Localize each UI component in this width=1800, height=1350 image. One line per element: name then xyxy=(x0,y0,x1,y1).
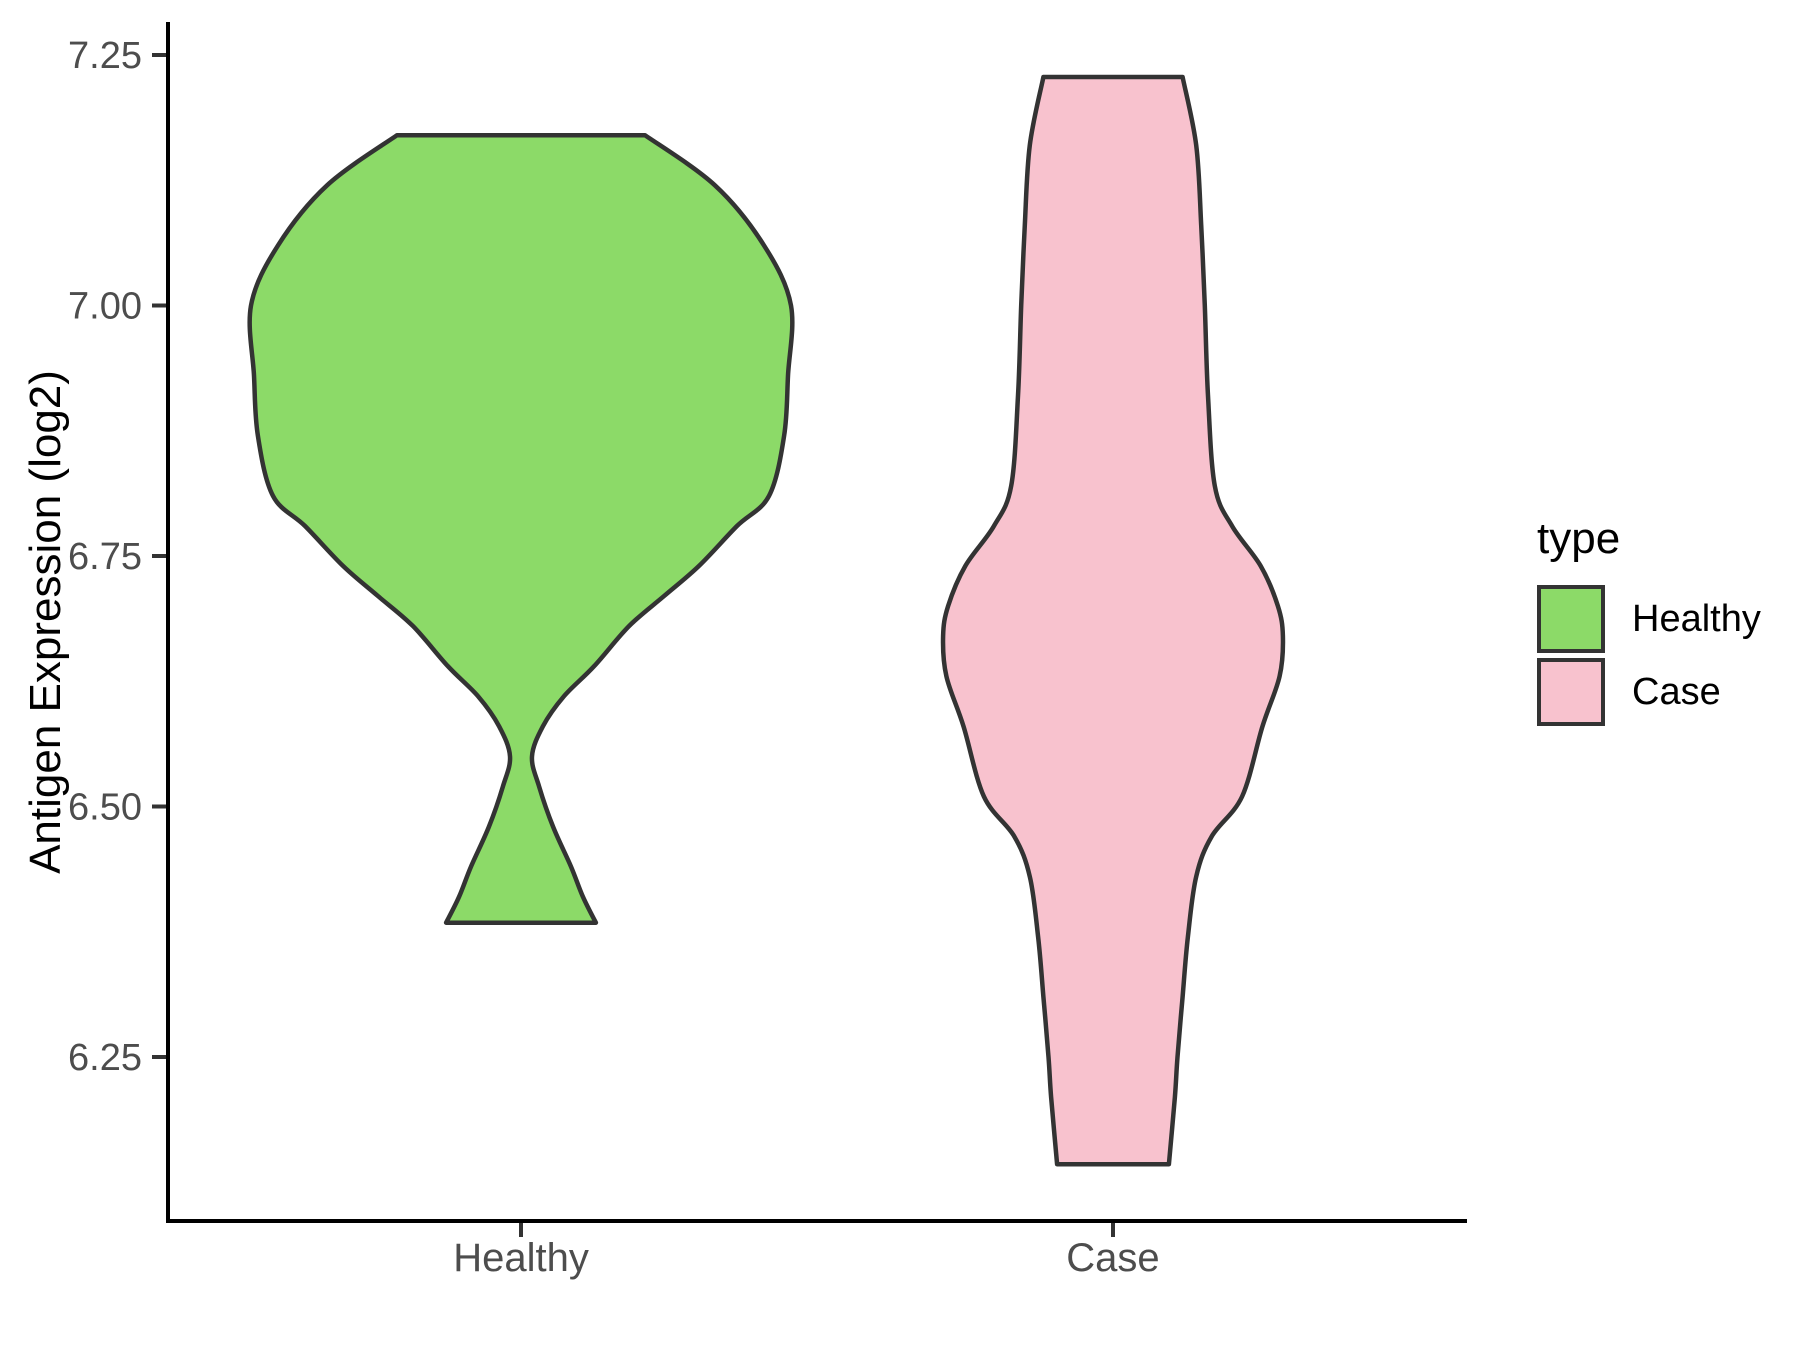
y-axis-title: Antigen Expression (log2) xyxy=(21,370,70,874)
legend-label-case: Case xyxy=(1632,671,1721,713)
x-tick-label-case: Case xyxy=(1066,1236,1159,1280)
y-tick-label-7.00: 7.00 xyxy=(68,286,142,328)
legend-item-healthy: Healthy xyxy=(1537,585,1761,653)
y-tick-label-7.25: 7.25 xyxy=(68,35,142,77)
legend-item-case: Case xyxy=(1537,658,1761,726)
legend-title: type xyxy=(1537,514,1621,563)
y-tick-label-6.25: 6.25 xyxy=(68,1037,142,1079)
legend-swatch-healthy-icon xyxy=(1537,585,1605,653)
y-tick-label-6.75: 6.75 xyxy=(68,536,142,578)
legend-label-healthy: Healthy xyxy=(1632,598,1761,640)
y-tick-label-6.50: 6.50 xyxy=(68,787,142,829)
violin-healthy-shape xyxy=(247,132,795,925)
violin-case-shape xyxy=(940,74,1286,1167)
x-tick-label-healthy: Healthy xyxy=(453,1236,589,1280)
legend: type Healthy Case xyxy=(1537,517,1761,731)
legend-swatch-case-icon xyxy=(1537,658,1605,726)
